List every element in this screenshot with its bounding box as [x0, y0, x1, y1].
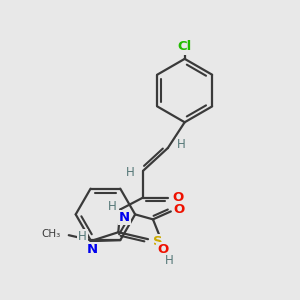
Text: N: N	[87, 243, 98, 256]
Text: N: N	[119, 211, 130, 224]
Text: S: S	[153, 235, 163, 248]
Text: H: H	[78, 230, 87, 243]
Text: H: H	[164, 254, 173, 268]
Text: CH₃: CH₃	[42, 229, 61, 239]
Text: H: H	[177, 138, 186, 151]
Text: Cl: Cl	[178, 40, 192, 53]
Text: H: H	[108, 200, 117, 213]
Text: O: O	[157, 243, 169, 256]
Text: O: O	[173, 203, 184, 216]
Text: O: O	[172, 191, 183, 204]
Text: H: H	[126, 166, 135, 179]
